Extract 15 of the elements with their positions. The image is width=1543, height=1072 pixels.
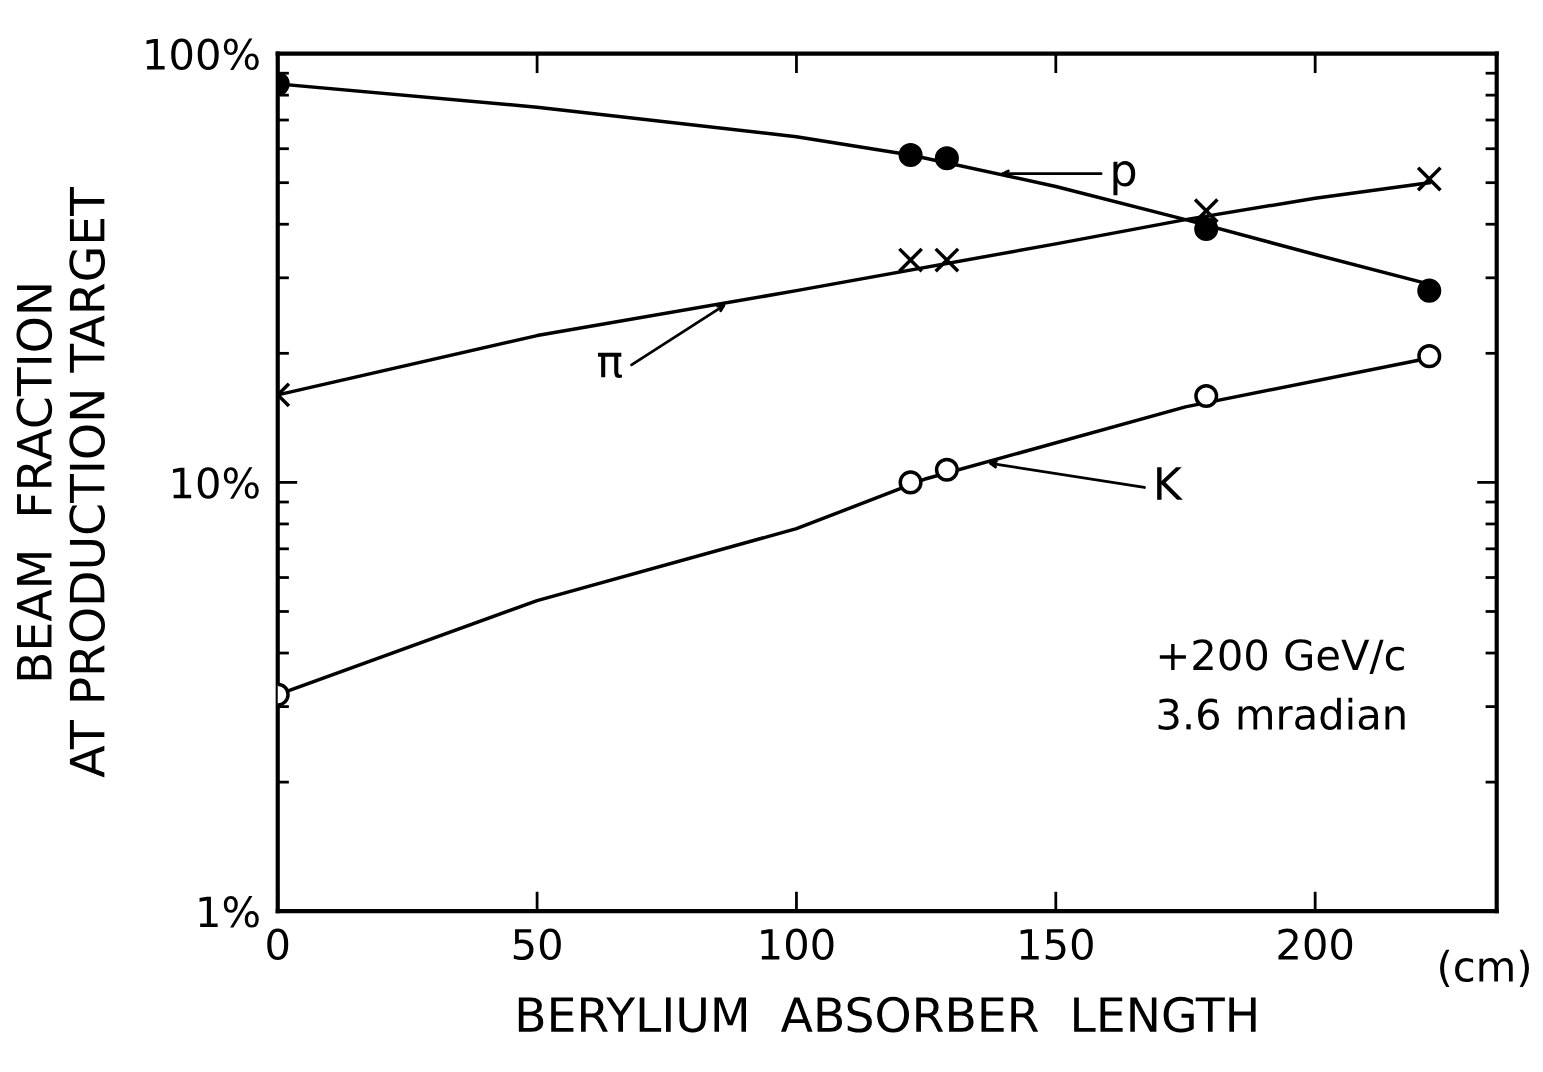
y-axis-title: BEAM FRACTION AT PRODUCTION TARGET: [16, 186, 106, 778]
x-axis-title: BERYLIUM ABSORBER LENGTH: [518, 996, 1256, 1033]
x-tick-label: 50: [513, 928, 561, 961]
x-tick-label: 100: [761, 928, 834, 961]
y-tick-label: 10%: [173, 467, 259, 499]
x-tick-label: 200: [1278, 928, 1353, 961]
x-tick-label: 150: [1020, 928, 1093, 961]
series-label: π: [598, 352, 622, 378]
y-tick-label: 100%: [146, 38, 259, 71]
text: (cm): [1440, 949, 1529, 987]
annotation: +200 GeV/c 3.6 mradian: [1158, 639, 1405, 730]
y-tick-label: 1%: [199, 896, 259, 928]
legend-label: K: [1157, 467, 1183, 500]
legend-label: p: [1113, 161, 1136, 196]
x-tick-label: 0: [267, 928, 289, 961]
